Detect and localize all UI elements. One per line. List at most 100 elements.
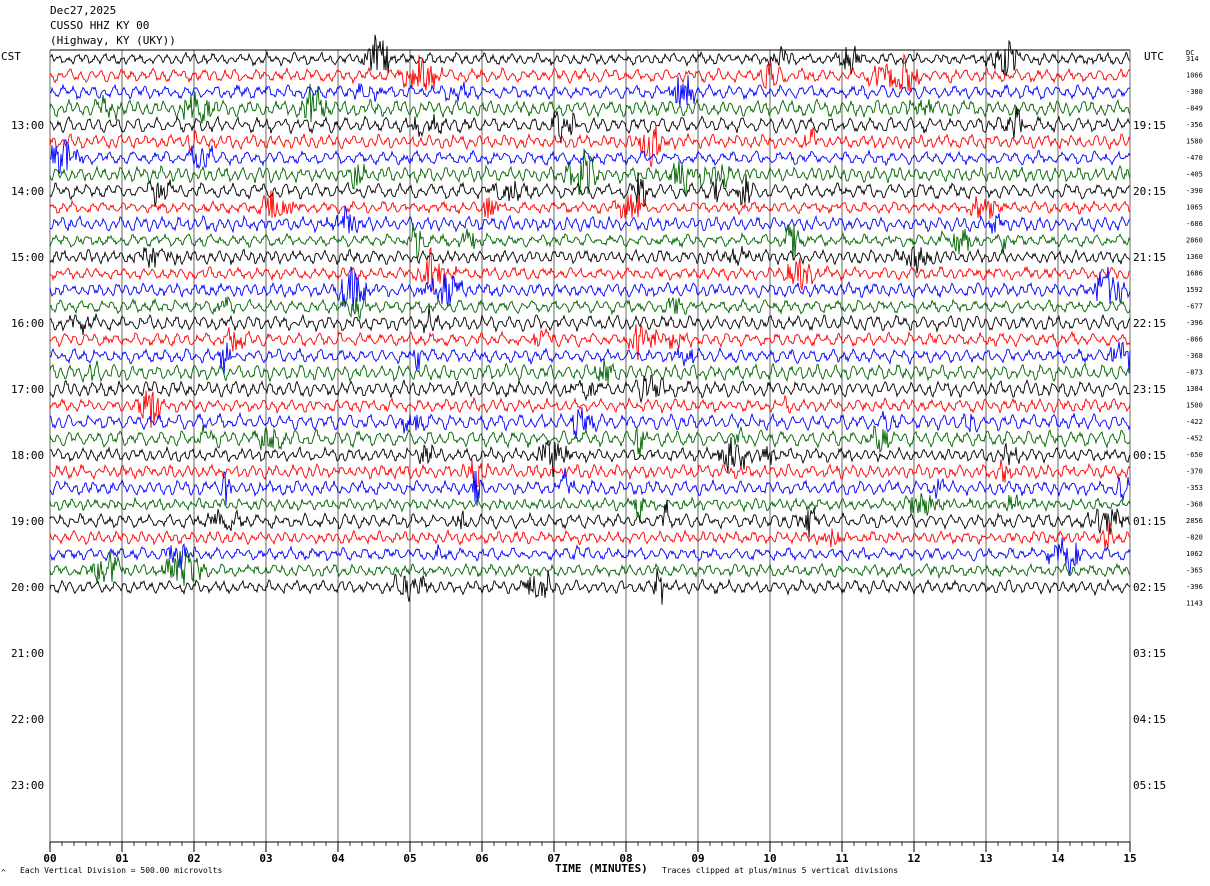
trace-black [49,106,1131,144]
utc-hour-label: 19:15 [1133,119,1166,132]
cst-hour-label: 21:00 [11,647,44,660]
cst-hour-label: 14:00 [11,185,44,198]
cst-hour-label: 18:00 [11,449,44,462]
dc-offset-value: 2860 [1186,237,1203,245]
dc-offset-value: -470 [1186,154,1203,162]
utc-hour-label: 23:15 [1133,383,1166,396]
dc-offset-value: 1686 [1186,270,1203,278]
header-location: (Highway, KY (UKY)) [50,34,176,47]
trace-black [49,568,1131,605]
trace-red [49,53,1131,92]
trace-green [49,550,1131,586]
trace-black [49,375,1131,404]
x-tick-label: 09 [691,852,704,865]
cst-hour-label: 20:00 [11,581,44,594]
dc-offset-value: -368 [1186,352,1203,360]
trace-black [49,306,1131,336]
trace-green [49,223,1131,261]
trace-blue [49,407,1131,439]
cst-hour-label: 17:00 [11,383,44,396]
utc-hour-label: 04:15 [1133,713,1166,726]
dc-offset-value: -390 [1186,187,1203,195]
trace-red [49,190,1131,220]
dc-offset-value: -686 [1186,220,1203,228]
x-tick-label: 07 [547,852,560,865]
dc-offset-value: -866 [1186,336,1203,344]
x-axis-title: TIME (MINUTES) [555,862,648,875]
dc-offset-value: 1360 [1186,253,1203,261]
trace-red [49,324,1131,360]
dc-offset-value: 1066 [1186,72,1203,80]
trace-blue [49,537,1131,575]
trace-black [49,34,1131,77]
x-tick-label: 11 [835,852,849,865]
header-date: Dec27,2025 [50,4,117,17]
x-tick-label: 00 [43,852,56,865]
dc-offset-value: -353 [1186,484,1203,492]
dc-offset-value: -820 [1186,534,1203,542]
clip-note: Traces clipped at plus/minus 5 vertical … [662,866,899,875]
trace-red [49,124,1131,168]
plot-grid [49,49,1131,852]
dc-offset-value: 1143 [1186,600,1203,608]
trace-green [49,493,1131,524]
axis-labels: 00 01 02 03 04 05 06 07 08 09 10 11 12 13 14 15 13:00 14:… [11,55,1203,865]
utc-hour-label: 00:15 [1133,449,1166,462]
trace-green [49,83,1131,124]
x-tick-label: 04 [331,852,345,865]
trace-green [49,358,1131,384]
utc-hour-label: 20:15 [1133,185,1166,198]
trace-green [49,296,1131,320]
x-tick-label: 10 [763,852,776,865]
trace-blue [49,266,1131,311]
trace-red [49,390,1131,428]
trace-black [49,436,1131,477]
corner-mark: ^ [1,868,6,877]
trace-red [49,246,1131,292]
x-tick-label: 02 [187,852,200,865]
dc-offset-value: -365 [1186,567,1203,575]
header-station: CUSSO HHZ KY 00 [50,19,150,32]
trace-blue [49,75,1131,107]
trace-red [49,522,1131,549]
dc-offset-value: 314 [1186,55,1199,63]
dc-offset-value: -873 [1186,369,1203,377]
x-tick-label: 08 [619,852,632,865]
dc-offset-value: -370 [1186,468,1203,476]
dc-offset-value: -677 [1186,303,1203,311]
cst-hour-label: 23:00 [11,779,44,792]
trace-blue [49,205,1131,234]
left-timezone-label: CST [1,50,21,63]
dc-offset-value: -452 [1186,435,1203,443]
dc-offset-value: -368 [1186,501,1203,509]
dc-offset-value: -396 [1186,319,1203,327]
dc-offset-value: 1384 [1186,385,1203,393]
cst-hour-label: 15:00 [11,251,44,264]
dc-offset-value: 1500 [1186,402,1203,410]
trace-black [49,499,1131,538]
dc-header-label: DC [1186,49,1195,57]
dc-offset-value: 2856 [1186,517,1203,525]
trace-green [49,148,1131,195]
cst-hour-label: 22:00 [11,713,44,726]
utc-hour-label: 02:15 [1133,581,1166,594]
dc-offset-value: -396 [1186,583,1203,591]
x-tick-label: 06 [475,852,489,865]
x-tick-label: 05 [403,852,416,865]
dc-offset-value: -422 [1186,418,1203,426]
dc-offset-value: -405 [1186,171,1203,179]
utc-hour-label: 01:15 [1133,515,1166,528]
x-tick-label: 13 [979,852,992,865]
right-timezone-label: UTC [1144,50,1164,63]
trace-red [49,459,1131,490]
x-tick-label: 01 [115,852,129,865]
utc-hour-label: 05:15 [1133,779,1166,792]
x-tick-label: 03 [259,852,272,865]
trace-blue [49,467,1131,507]
dc-offset-value: 1592 [1186,286,1203,294]
utc-hour-label: 22:15 [1133,317,1166,330]
trace-green [49,425,1131,458]
dc-offset-value: 1065 [1186,204,1203,212]
dc-offset-value: 1580 [1186,138,1203,146]
